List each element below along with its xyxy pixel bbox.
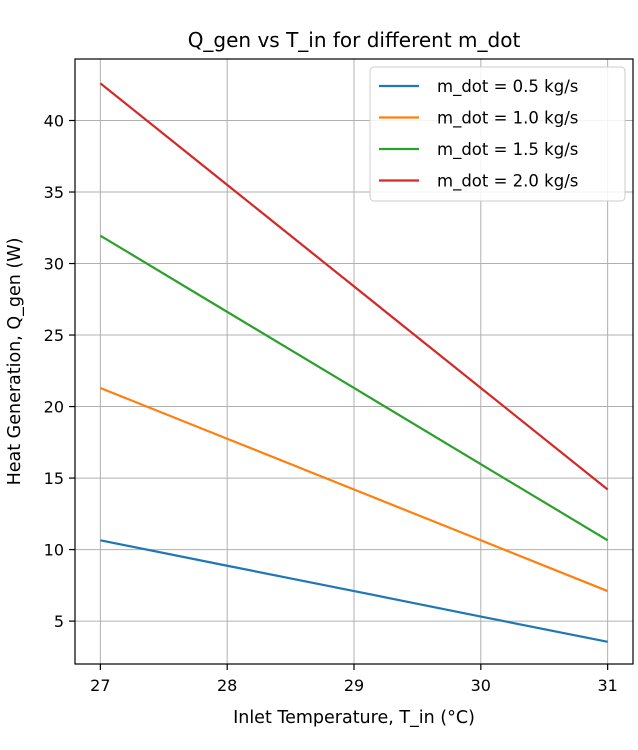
- y-tick-label: 30: [44, 255, 64, 274]
- y-tick-label: 25: [44, 326, 64, 345]
- legend-label: m_dot = 0.5 kg/s: [437, 77, 578, 97]
- x-tick-label: 27: [90, 676, 110, 695]
- legend-box: [369, 66, 626, 202]
- chart-title: Q_gen vs T_in for different m_dot: [188, 28, 521, 52]
- y-tick-label: 35: [44, 183, 64, 202]
- series-line: [99, 386, 609, 593]
- legend-label: m_dot = 2.0 kg/s: [437, 172, 578, 192]
- y-tick-label: 5: [54, 612, 64, 631]
- axis-ticks: 27 28 29 30 31 5 10 15 20 25 30 35 40: [44, 112, 618, 695]
- x-tick-label: 29: [344, 676, 364, 695]
- x-tick-label: 31: [597, 676, 617, 695]
- legend-label: m_dot = 1.5 kg/s: [437, 140, 578, 160]
- grid: [75, 59, 633, 664]
- y-tick-label: 10: [44, 541, 64, 560]
- y-axis-label: Heat Generation, Q_gen (W): [5, 238, 25, 486]
- series-line: [99, 82, 609, 491]
- series-line: [100, 539, 608, 643]
- x-tick-label: 30: [471, 676, 491, 695]
- x-tick-label: 28: [217, 676, 237, 695]
- series-line: [99, 234, 609, 542]
- y-tick-label: 40: [44, 112, 64, 131]
- series-lines: [99, 82, 609, 643]
- y-tick-label: 20: [44, 398, 64, 417]
- y-tick-label: 15: [44, 469, 64, 488]
- x-axis-label: Inlet Temperature, T_in (°C): [233, 708, 475, 728]
- legend-label: m_dot = 1.0 kg/s: [437, 109, 578, 129]
- legend: m_dot = 0.5 kg/s m_dot = 1.0 kg/s m_dot = …: [369, 66, 626, 202]
